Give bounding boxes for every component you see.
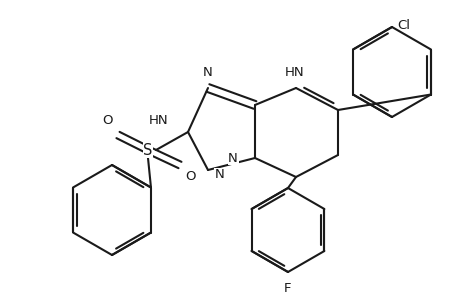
Text: O: O [185, 170, 195, 183]
Text: S: S [143, 142, 152, 158]
Text: HN: HN [285, 65, 304, 79]
Text: Cl: Cl [396, 19, 409, 32]
Text: HN: HN [148, 113, 168, 127]
Text: N: N [228, 152, 237, 164]
Text: F: F [284, 282, 291, 295]
Text: N: N [215, 169, 224, 182]
Text: N: N [203, 65, 213, 79]
Text: O: O [102, 114, 113, 127]
